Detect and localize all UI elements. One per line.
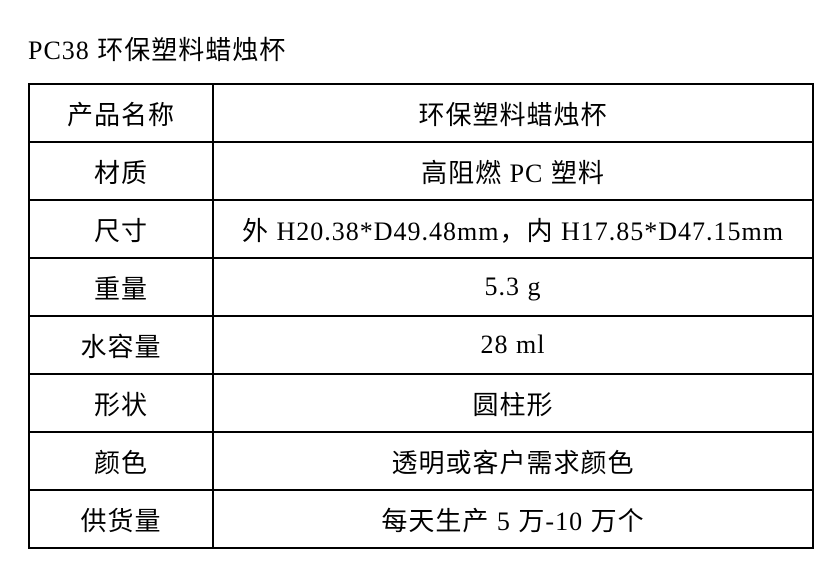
spec-label: 尺寸 bbox=[29, 200, 213, 258]
spec-label: 形状 bbox=[29, 374, 213, 432]
table-row: 供货量 每天生产 5 万-10 万个 bbox=[29, 490, 813, 548]
table-row: 产品名称 环保塑料蜡烛杯 bbox=[29, 84, 813, 142]
table-row: 颜色 透明或客户需求颜色 bbox=[29, 432, 813, 490]
spec-value: 透明或客户需求颜色 bbox=[213, 432, 813, 490]
spec-label: 材质 bbox=[29, 142, 213, 200]
spec-value: 圆柱形 bbox=[213, 374, 813, 432]
spec-table: 产品名称 环保塑料蜡烛杯 材质 高阻燃 PC 塑料 尺寸 外 H20.38*D4… bbox=[28, 83, 814, 549]
spec-value: 高阻燃 PC 塑料 bbox=[213, 142, 813, 200]
spec-label: 重量 bbox=[29, 258, 213, 316]
spec-label: 产品名称 bbox=[29, 84, 213, 142]
spec-label: 颜色 bbox=[29, 432, 213, 490]
spec-value: 5.3 g bbox=[213, 258, 813, 316]
table-row: 水容量 28 ml bbox=[29, 316, 813, 374]
spec-value: 环保塑料蜡烛杯 bbox=[213, 84, 813, 142]
spec-value: 外 H20.38*D49.48mm，内 H17.85*D47.15mm bbox=[213, 200, 813, 258]
table-row: 尺寸 外 H20.38*D49.48mm，内 H17.85*D47.15mm bbox=[29, 200, 813, 258]
table-row: 材质 高阻燃 PC 塑料 bbox=[29, 142, 813, 200]
spec-value: 28 ml bbox=[213, 316, 813, 374]
spec-label: 水容量 bbox=[29, 316, 213, 374]
table-row: 形状 圆柱形 bbox=[29, 374, 813, 432]
table-row: 重量 5.3 g bbox=[29, 258, 813, 316]
spec-value: 每天生产 5 万-10 万个 bbox=[213, 490, 813, 548]
spec-label: 供货量 bbox=[29, 490, 213, 548]
document-title: PC38 环保塑料蜡烛杯 bbox=[28, 30, 812, 67]
